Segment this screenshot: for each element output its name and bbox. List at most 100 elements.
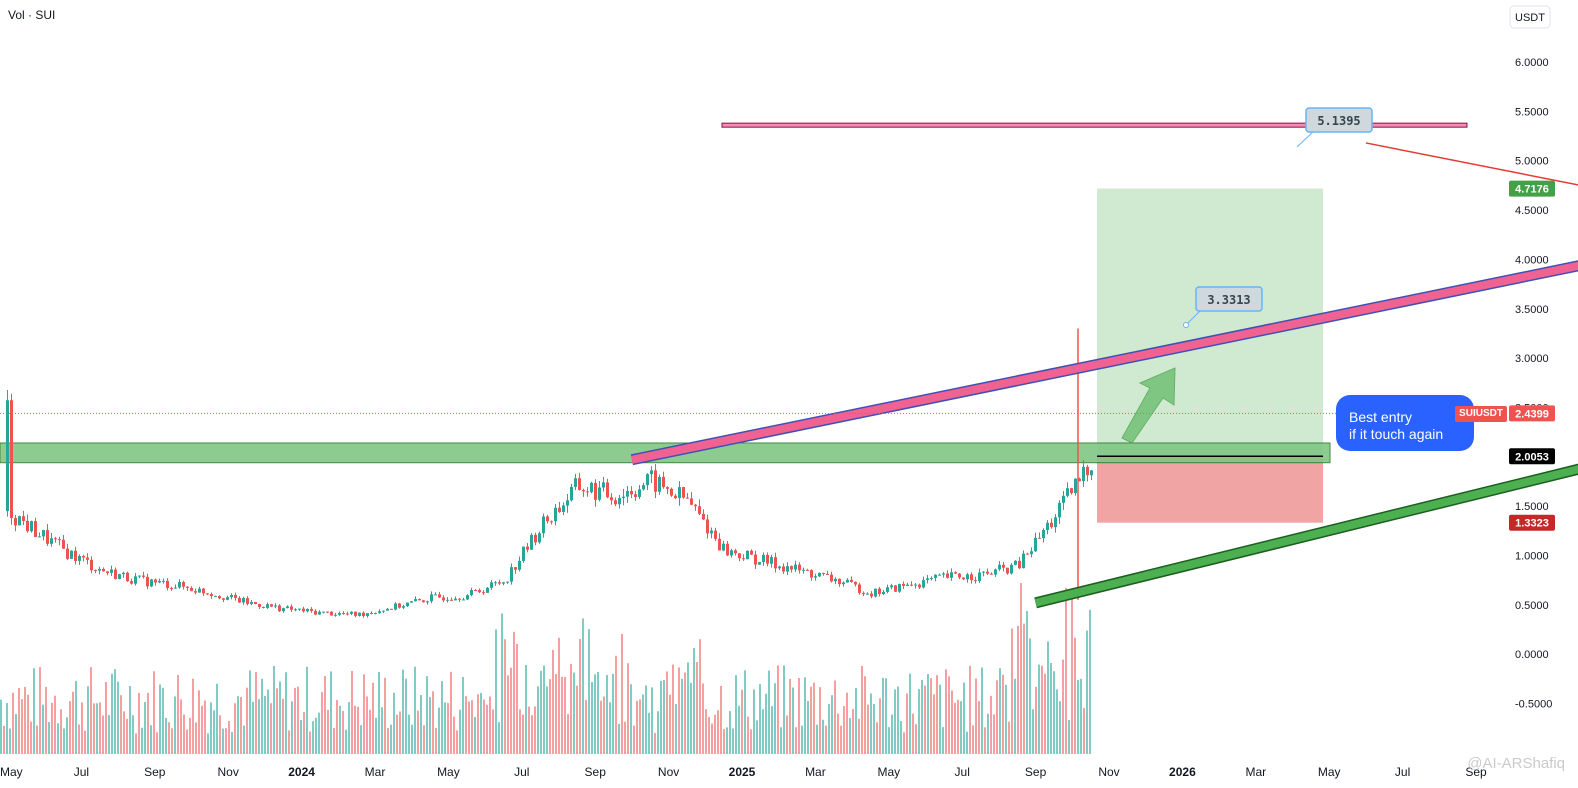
volume-bar [1086, 630, 1088, 754]
volume-bar [975, 678, 977, 754]
volume-bar [576, 685, 578, 754]
candle-body [246, 598, 249, 604]
currency-button[interactable] [1509, 5, 1551, 29]
candle-body [1046, 522, 1049, 531]
candle-body [390, 608, 393, 610]
volume-bar [144, 702, 146, 754]
y-tick-label: 1.5000 [1515, 501, 1549, 513]
volume-bar [585, 699, 587, 754]
entry-price-label-text: 2.0053 [1515, 451, 1549, 463]
candle-body [674, 495, 677, 499]
volume-bar [468, 701, 470, 754]
x-tick-label: Mar [365, 765, 386, 779]
volume-bar [963, 682, 965, 754]
volume-bar [438, 707, 440, 754]
symbol-label: Vol · SUI [8, 8, 55, 22]
volume-bar [1083, 707, 1085, 754]
x-tick-label: 2026 [1169, 765, 1196, 779]
volume-bar [1050, 662, 1052, 754]
candle-body [754, 554, 757, 565]
volume-bar [810, 686, 812, 754]
volume-bar [225, 728, 227, 754]
volume-bar [570, 664, 572, 754]
volume-bar [231, 731, 233, 754]
candle-body [722, 543, 725, 551]
down-trendline [1365, 142, 1578, 186]
volume-bar [933, 694, 935, 754]
candle-body [198, 588, 201, 593]
volume-bar [411, 724, 413, 754]
volume-bar [1071, 598, 1073, 754]
volume-bar [366, 696, 368, 754]
candle-body [138, 575, 141, 577]
candle-body [86, 557, 89, 560]
volume-bar [426, 676, 428, 754]
volume-bar [591, 682, 593, 754]
volume-bar [174, 696, 176, 754]
candle-body [910, 584, 913, 586]
volume-bar [75, 680, 77, 754]
upper-channel [631, 261, 1578, 464]
volume-bar [309, 731, 311, 754]
volume-bar [798, 678, 800, 754]
candle-body [114, 569, 117, 579]
candle-body [658, 476, 661, 492]
volume-bar [792, 687, 794, 754]
candle-body [306, 608, 309, 612]
volume-bar [396, 714, 398, 754]
volume-bar [1077, 679, 1079, 754]
volume-bar [369, 709, 371, 754]
volume-bar [693, 648, 695, 754]
volume-bar [525, 665, 527, 754]
volume-bar [450, 671, 452, 754]
candle-body [526, 546, 529, 550]
callout-line2: if it touch again [1349, 426, 1443, 442]
stop-zone [1097, 456, 1323, 523]
candle-body [618, 497, 621, 505]
volume-bar [996, 680, 998, 754]
volume-bar [63, 728, 65, 754]
candle-body [10, 400, 13, 519]
volume-bar [747, 716, 749, 754]
volume-bar [945, 669, 947, 754]
candle-body [874, 588, 877, 597]
candle-body [170, 587, 173, 589]
candle-body [946, 573, 949, 578]
candle-body [374, 612, 377, 614]
candle-body [610, 497, 613, 501]
candle-body [446, 599, 449, 601]
candle-body [142, 575, 145, 577]
volume-bar [1059, 701, 1061, 754]
volume-bar [780, 727, 782, 754]
candle-body [686, 497, 689, 499]
x-tick-label: 2024 [288, 765, 315, 779]
candle-body [682, 487, 685, 498]
volume-bar [552, 649, 554, 754]
candle-body [310, 608, 313, 611]
volume-bar [852, 709, 854, 754]
volume-bar [801, 725, 803, 754]
candle-body [778, 566, 781, 569]
candle-body [1062, 495, 1065, 503]
volume-bar [21, 699, 23, 754]
volume-bar [516, 643, 518, 754]
volume-bar [843, 706, 845, 754]
candle-body [474, 589, 477, 591]
candle-body [894, 585, 897, 592]
candle-body [974, 580, 977, 582]
x-tick-label: May [0, 765, 23, 779]
volume-bar [765, 693, 767, 754]
volume-bar [867, 704, 869, 754]
candle-body [466, 595, 469, 600]
volume-bar [735, 675, 737, 754]
volume-bar [624, 721, 626, 754]
volume-bar [633, 725, 635, 754]
candle-body [538, 533, 541, 543]
candle-body [646, 474, 649, 486]
candle-body [914, 584, 917, 586]
candle-body [854, 581, 857, 585]
x-tick-label: Jul [1395, 765, 1410, 779]
candle-body [486, 587, 489, 593]
candle-body [578, 478, 581, 490]
